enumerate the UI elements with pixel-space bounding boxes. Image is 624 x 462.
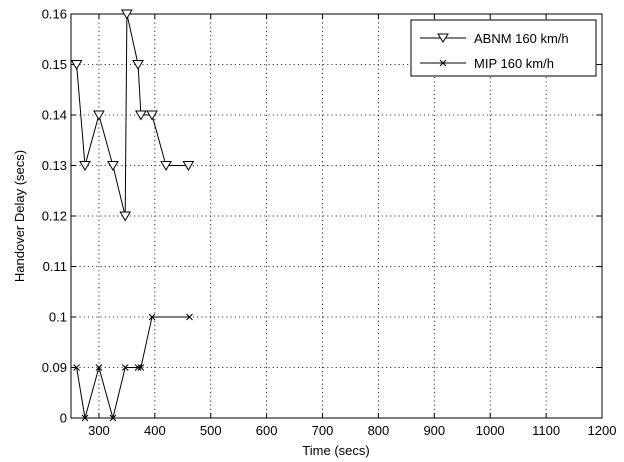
data-point-mip — [73, 364, 80, 371]
x-axis-label: Time (secs) — [302, 443, 369, 458]
x-tick-label: 1000 — [476, 423, 505, 438]
y-tick-label: 0.12 — [42, 209, 67, 224]
x-tick-label: 300 — [88, 423, 110, 438]
data-point-abnm — [134, 110, 147, 121]
data-point-abnm — [146, 110, 158, 121]
data-point-mip — [109, 414, 117, 422]
x-tick-label: 400 — [144, 423, 166, 438]
data-point-mip — [148, 313, 156, 321]
data-point-mip — [137, 364, 145, 371]
y-tick-label: 0.1 — [49, 310, 67, 325]
legend-marker-abnm — [437, 33, 449, 43]
data-point-mip — [81, 414, 89, 422]
x-tick-label: 900 — [423, 423, 445, 438]
data-point-abnm — [160, 161, 172, 171]
data-point-abnm — [132, 60, 144, 70]
y-tick-label: 0 — [60, 411, 67, 426]
data-point-mip — [121, 364, 129, 371]
data-point-abnm — [107, 161, 119, 171]
legend-label-mip: MIP 160 km/h — [474, 56, 554, 71]
x-tick-label: 700 — [312, 423, 334, 438]
data-point-abnm — [79, 161, 91, 171]
y-tick-label: 0.16 — [42, 7, 67, 22]
y-tick-label: 0.11 — [43, 259, 67, 274]
y-tick-label: 0.14 — [42, 108, 67, 123]
y-tick-label: 0.09 — [42, 360, 67, 375]
y-tick-label: 0.13 — [42, 158, 67, 173]
data-point-abnm — [121, 9, 133, 20]
data-point-mip — [186, 313, 193, 321]
x-tick-label: 600 — [256, 423, 278, 438]
legend-marker-mip — [439, 59, 447, 67]
data-point-abnm — [182, 161, 195, 171]
x-tick-label: 1200 — [588, 423, 617, 438]
data-point-mip — [134, 364, 142, 371]
y-tick-label: 0.15 — [42, 57, 67, 72]
x-tick-label: 1100 — [532, 423, 560, 438]
data-point-mip — [95, 364, 103, 371]
y-axis-label: Handover Delay (secs) — [12, 150, 27, 282]
data-point-abnm — [70, 60, 83, 70]
x-tick-label: 500 — [200, 423, 222, 438]
data-point-abnm — [93, 110, 105, 121]
x-tick-label: 800 — [368, 423, 390, 438]
series-layer — [70, 9, 195, 422]
legend-box — [410, 19, 597, 77]
data-point-abnm — [119, 211, 132, 222]
axis-ticks: 300 400 500 600 700 800 900 1000 1100 1200 0 0.09 0.… — [42, 7, 617, 439]
legend: ABNM 160 km/h MIP 160 km/h — [410, 19, 597, 77]
legend-label-abnm: ABNM 160 km/h — [474, 31, 569, 46]
